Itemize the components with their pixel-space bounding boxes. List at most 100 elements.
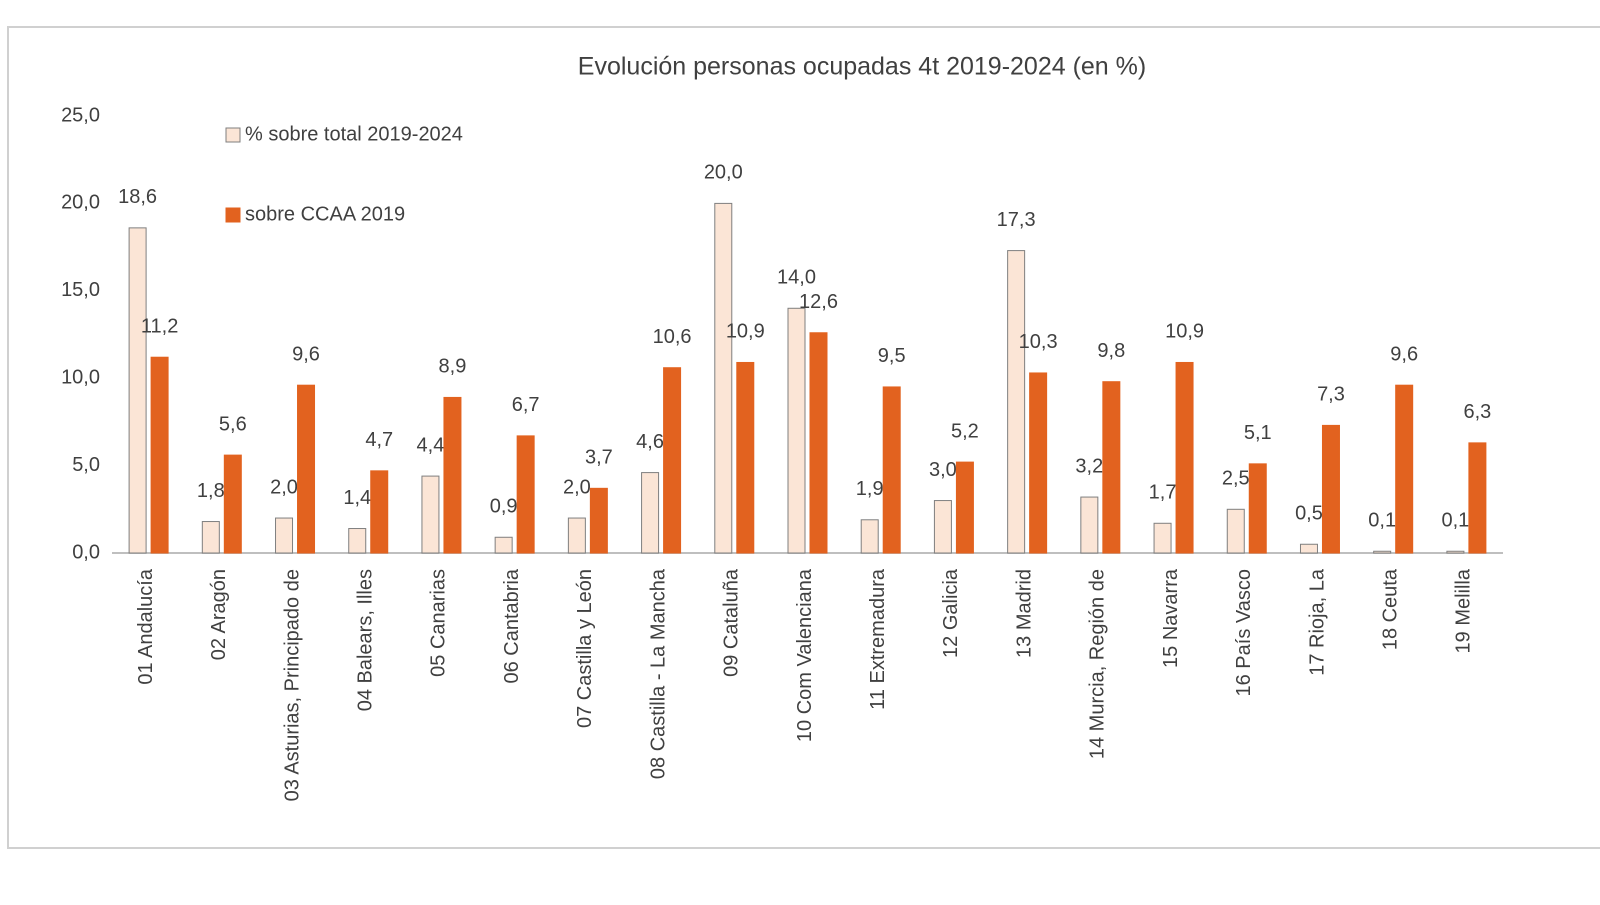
bar [1226, 508, 1245, 554]
value-label: 8,9 [439, 356, 467, 378]
value-label: 5,2 [951, 420, 979, 442]
x-tick-label: 12 Galicia [940, 568, 962, 658]
bar [1029, 372, 1048, 554]
value-label: 4,6 [636, 431, 664, 453]
value-label: 1,9 [856, 478, 884, 500]
bar [736, 361, 755, 554]
value-label: 9,8 [1097, 340, 1125, 362]
x-tick-label: 05 Canarias [428, 569, 450, 677]
y-tick-label: 15,0 [61, 279, 100, 301]
bar [516, 435, 535, 554]
value-label: 10,9 [1165, 321, 1204, 343]
value-label: 18,6 [118, 186, 157, 208]
value-label: 2,0 [270, 476, 298, 498]
bar [1102, 381, 1121, 554]
bar [1299, 543, 1318, 554]
value-label: 7,3 [1317, 384, 1345, 406]
value-label: 3,0 [929, 459, 957, 481]
value-label: 1,7 [1149, 482, 1177, 504]
bar [641, 472, 660, 554]
bar [128, 227, 147, 554]
x-tick-label: 14 Murcia, Región de [1087, 569, 1109, 759]
bar [1446, 550, 1465, 554]
x-tick-label: 01 Andalucía [135, 568, 157, 685]
x-tick-label: 16 País Vasco [1233, 569, 1255, 696]
legend-label: % sobre total 2019-2024 [245, 123, 463, 145]
x-tick-label: 03 Asturias, Principado de [281, 569, 303, 801]
value-label: 3,2 [1075, 455, 1103, 477]
x-tick-label: 13 Madrid [1013, 569, 1035, 658]
value-label: 2,5 [1222, 468, 1250, 490]
bar [223, 454, 242, 554]
x-tick-label: 07 Castilla y León [574, 569, 596, 728]
bar [370, 470, 389, 554]
x-tick-label: 10 Com Valenciana [794, 568, 816, 742]
value-label: 0,5 [1295, 503, 1323, 525]
x-tick-label: 09 Cataluña [721, 568, 743, 677]
bar [1373, 550, 1392, 554]
bar [421, 475, 440, 554]
bar [1248, 463, 1267, 554]
value-label: 6,3 [1463, 401, 1491, 423]
bar [663, 367, 682, 554]
legend-key [225, 207, 241, 223]
value-label: 3,7 [585, 447, 613, 469]
x-tick-label: 17 Rioja, La [1306, 568, 1328, 676]
x-tick-label: 06 Cantabria [501, 568, 523, 683]
bar [201, 521, 220, 554]
x-tick-label: 18 Ceuta [1379, 568, 1401, 650]
value-label: 2,0 [563, 476, 591, 498]
bar [348, 528, 367, 554]
value-label: 14,0 [777, 267, 816, 289]
value-label: 1,4 [343, 487, 371, 509]
value-label: 4,7 [365, 429, 393, 451]
y-tick-label: 0,0 [72, 541, 100, 563]
bar [787, 307, 806, 554]
bar [443, 396, 462, 554]
chart-title: Evolución personas ocupadas 4t 2019-2024… [578, 53, 1146, 81]
value-label: 17,3 [997, 209, 1036, 231]
value-label: 11,2 [141, 316, 178, 338]
bar [1153, 522, 1172, 554]
bar [494, 536, 513, 554]
bar [275, 517, 294, 554]
y-tick-label: 25,0 [61, 104, 100, 126]
value-label: 6,7 [512, 394, 540, 416]
bar [1007, 250, 1026, 554]
value-label: 20,0 [704, 162, 743, 184]
bar [150, 356, 169, 554]
value-label: 10,6 [653, 326, 692, 348]
bar [589, 487, 608, 554]
legend-label: sobre CCAA 2019 [245, 203, 405, 225]
y-tick-label: 20,0 [61, 192, 100, 214]
y-tick-label: 10,0 [61, 366, 100, 388]
bar [1468, 442, 1487, 554]
value-label: 5,1 [1244, 422, 1272, 444]
value-label: 5,6 [219, 413, 247, 435]
value-label: 9,6 [292, 343, 320, 365]
bar [955, 461, 974, 554]
value-label: 9,6 [1390, 343, 1418, 365]
y-tick-label: 5,0 [72, 454, 100, 476]
bar [882, 386, 901, 554]
x-tick-label: 15 Navarra [1160, 568, 1182, 668]
bar [860, 519, 879, 554]
bar [1175, 361, 1194, 554]
value-label: 0,1 [1441, 510, 1469, 532]
x-tick-label: 04 Balears, Illes [355, 569, 377, 711]
value-label: 9,5 [878, 345, 906, 367]
value-label: 4,4 [417, 434, 445, 456]
legend-key [225, 127, 241, 143]
value-label: 0,9 [490, 496, 518, 518]
bar [1080, 496, 1099, 554]
bar [809, 332, 828, 554]
bar [1395, 384, 1414, 554]
x-tick-label: 08 Castilla - La Mancha [647, 568, 669, 779]
bar [567, 517, 586, 554]
value-label: 1,8 [197, 480, 225, 502]
value-label: 10,9 [726, 321, 765, 343]
bar [933, 500, 952, 554]
bar [714, 202, 733, 554]
x-tick-label: 19 Melilla [1453, 568, 1475, 653]
